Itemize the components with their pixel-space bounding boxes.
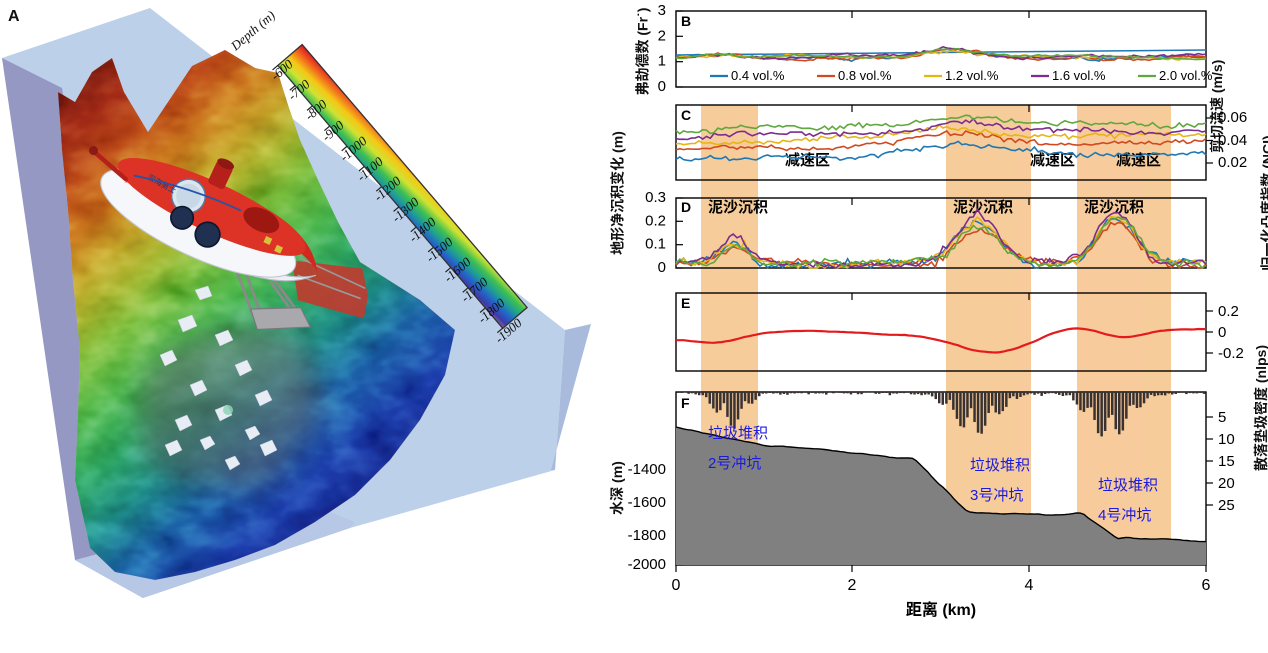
svg-text:0.1: 0.1: [645, 236, 666, 253]
svg-text:泥沙沉积: 泥沙沉积: [953, 199, 1013, 216]
svg-text:0.02: 0.02: [1218, 154, 1247, 171]
svg-text:-0.2: -0.2: [1218, 345, 1244, 362]
svg-text:0.3: 0.3: [645, 189, 666, 206]
svg-text:3: 3: [658, 2, 666, 19]
svg-text:-1600: -1600: [628, 494, 666, 511]
svg-text:距离 (km): 距离 (km): [906, 600, 976, 619]
svg-text:25: 25: [1218, 497, 1235, 514]
svg-text:0.06: 0.06: [1218, 109, 1247, 126]
svg-text:2.0 vol.%: 2.0 vol.%: [1159, 68, 1213, 83]
svg-text:垃圾堆积: 垃圾堆积: [970, 457, 1030, 474]
svg-text:垃圾堆积: 垃圾堆积: [708, 425, 768, 442]
svg-text:4号冲坑: 4号冲坑: [1098, 507, 1151, 524]
svg-text:1.2 vol.%: 1.2 vol.%: [945, 68, 999, 83]
svg-text:-1800: -1800: [628, 527, 666, 544]
svg-text:0.4 vol.%: 0.4 vol.%: [731, 68, 785, 83]
svg-text:0: 0: [658, 259, 666, 276]
svg-text:0.04: 0.04: [1218, 132, 1247, 149]
svg-text:D: D: [681, 199, 691, 215]
svg-text:4: 4: [1025, 577, 1034, 594]
svg-text:2: 2: [848, 577, 857, 594]
svg-text:15: 15: [1218, 453, 1235, 470]
svg-text:0.8 vol.%: 0.8 vol.%: [838, 68, 892, 83]
svg-text:20: 20: [1218, 475, 1235, 492]
svg-text:0: 0: [658, 78, 666, 95]
svg-text:1: 1: [658, 53, 666, 70]
svg-text:B: B: [681, 13, 691, 29]
svg-text:5: 5: [1218, 409, 1226, 426]
svg-text:2: 2: [658, 27, 666, 44]
svg-text:-2000: -2000: [628, 556, 666, 573]
svg-text:E: E: [681, 295, 690, 311]
svg-text:0: 0: [1218, 324, 1226, 341]
svg-text:C: C: [681, 107, 691, 123]
svg-text:0.2: 0.2: [1218, 303, 1239, 320]
svg-text:6: 6: [1202, 577, 1211, 594]
svg-text:垃圾堆积: 垃圾堆积: [1098, 477, 1158, 494]
svg-text:2号冲坑: 2号冲坑: [708, 455, 761, 472]
svg-text:0.2: 0.2: [645, 212, 666, 229]
svg-text:1.6 vol.%: 1.6 vol.%: [1052, 68, 1106, 83]
svg-text:泥沙沉积: 泥沙沉积: [708, 199, 768, 216]
svg-text:0: 0: [672, 577, 681, 594]
svg-text:10: 10: [1218, 431, 1235, 448]
svg-text:-1400: -1400: [628, 461, 666, 478]
svg-text:减速区: 减速区: [1030, 152, 1075, 169]
svg-text:3号冲坑: 3号冲坑: [970, 487, 1023, 504]
svg-text:F: F: [681, 395, 690, 411]
